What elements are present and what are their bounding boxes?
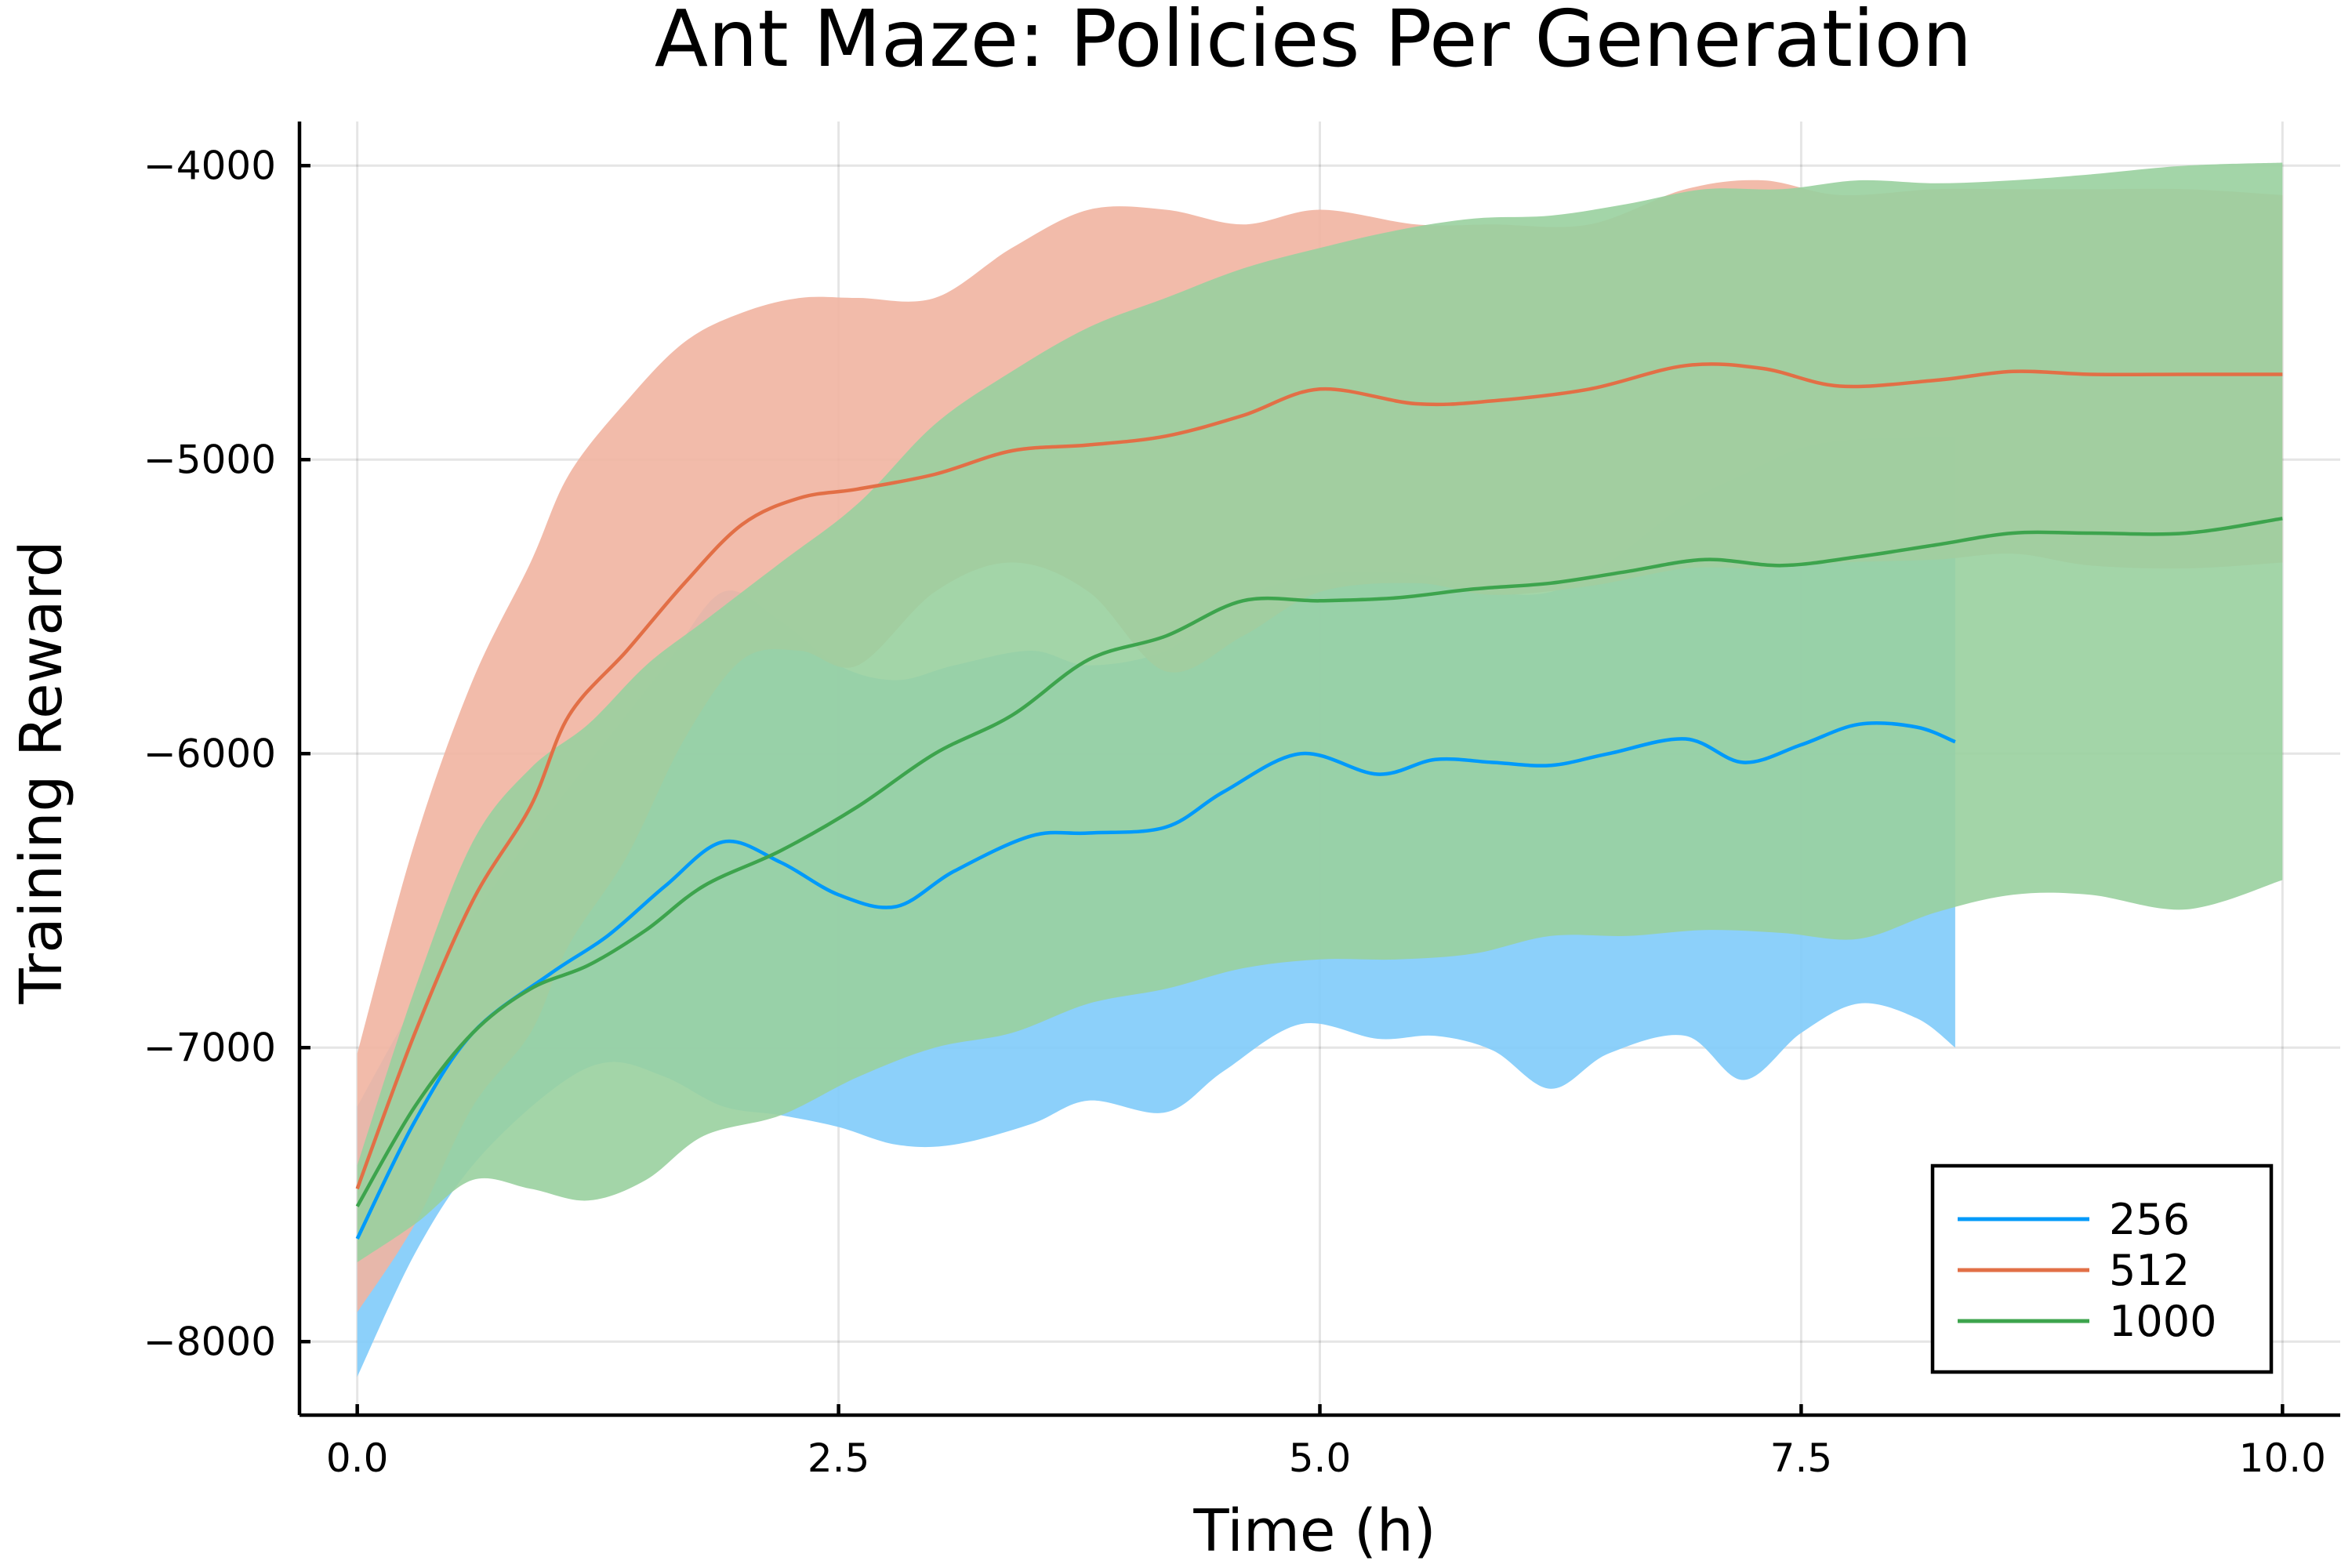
- x-tick-label-0: 0.0: [326, 1436, 389, 1481]
- x-tick-label-2: 5.0: [1289, 1436, 1352, 1481]
- x-axis-label: Time (h): [1192, 1497, 1436, 1565]
- line-1000: [355, 517, 2283, 1207]
- band-1000: [357, 162, 2283, 1262]
- y-tick-label-4: −4000: [143, 143, 276, 188]
- series-lines: [355, 362, 2283, 1240]
- legend-label-1000: 1000: [2109, 1297, 2216, 1346]
- chart-title: Ant Maze: Policies Per Generation: [655, 0, 1973, 85]
- legend-label-512: 512: [2109, 1246, 2190, 1295]
- x-tick-label-4: 10.0: [2239, 1436, 2326, 1481]
- confidence-bands: [357, 162, 2283, 1377]
- axes: [297, 122, 2340, 1417]
- y-axis-label: Training Reward: [8, 540, 75, 1004]
- x-tick-label-1: 2.5: [808, 1436, 870, 1481]
- line-512: [355, 362, 2283, 1190]
- y-tick-label-0: −8000: [143, 1319, 276, 1364]
- legend-label-256: 256: [2109, 1195, 2190, 1244]
- line-256: [355, 720, 1956, 1240]
- y-tick-label-3: −5000: [143, 437, 276, 482]
- y-tick-label-1: −7000: [143, 1025, 276, 1070]
- x-tick-label-3: 7.5: [1770, 1436, 1833, 1481]
- y-tick-label-2: −6000: [143, 731, 276, 776]
- tick-labels: 0.0 2.5 5.0 7.5 10.0 −8000 −7000 −6000 −5000 −400…: [143, 143, 2326, 1481]
